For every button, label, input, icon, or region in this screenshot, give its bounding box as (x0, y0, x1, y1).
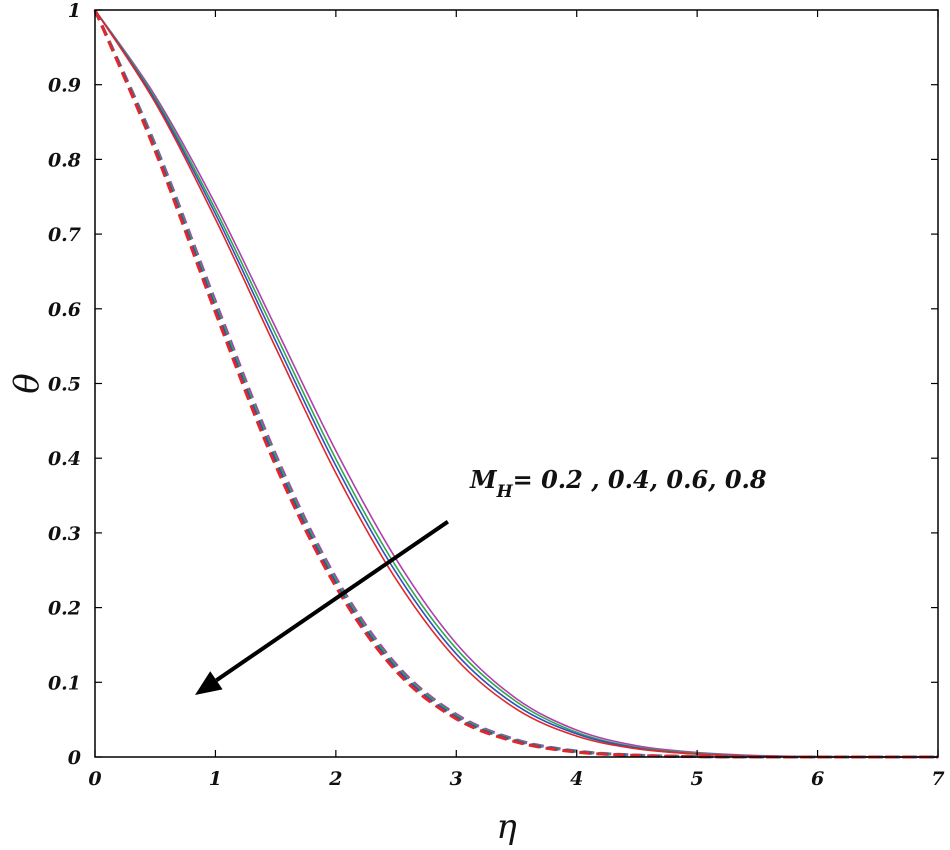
parameter-annotation: MH= 0.2 , 0.4, 0.6, 0.8 (469, 465, 767, 502)
plot-frame (94, 9, 939, 758)
y-tick-label: 0.8 (48, 149, 81, 171)
annotation-symbol: M (469, 465, 498, 494)
x-tick-label: 7 (931, 768, 944, 790)
arrow-head (195, 671, 223, 695)
y-tick-label: 0.1 (48, 672, 81, 694)
y-tick-label: 0.7 (48, 224, 81, 246)
y-tick-label: 1 (68, 0, 81, 22)
axis-ticks: 0 1 2 3 4 5 6 7 0 0.1 0.2 0.3 0.4 0.5 0.6 0.7 0.8 0.9 1 (48, 0, 945, 790)
plot-area (93, 9, 939, 759)
x-tick-label: 0 (88, 768, 101, 790)
y-axis-label: θ (7, 373, 47, 393)
solid-series-line-4 (94, 9, 939, 758)
y-tick-label: 0.6 (48, 299, 81, 321)
y-tick-label: 0.5 (48, 374, 81, 396)
arrow-shaft (215, 520, 449, 682)
solid-series-line-3 (94, 9, 939, 758)
annotation-values: = 0.2 , 0.4, 0.6, 0.8 (513, 465, 767, 494)
solid-series-line-1 (94, 9, 939, 758)
dashed-series-line-4 (93, 9, 938, 759)
dashed-series-line-2 (93, 9, 938, 759)
y-tick-label: 0.9 (48, 75, 81, 97)
x-tick-label: 6 (811, 768, 824, 790)
x-tick-label: 4 (570, 768, 583, 790)
x-tick-label: 1 (209, 768, 222, 790)
annotation-subscript: H (496, 482, 514, 502)
x-tick-label: 3 (450, 768, 463, 790)
x-tick-label: 5 (691, 768, 704, 790)
trend-arrow (195, 520, 449, 695)
y-tick-label: 0.3 (48, 523, 81, 545)
dashed-series-line-1 (93, 9, 938, 759)
dashed-series-line-3 (93, 9, 938, 759)
y-tick-label: 0.4 (48, 448, 81, 470)
y-tick-label: 0.2 (48, 598, 81, 620)
solid-series-line-2 (94, 9, 939, 758)
y-tick-label: 0 (68, 747, 81, 769)
x-tick-label: 2 (328, 768, 342, 790)
x-axis-label: η (496, 807, 517, 847)
